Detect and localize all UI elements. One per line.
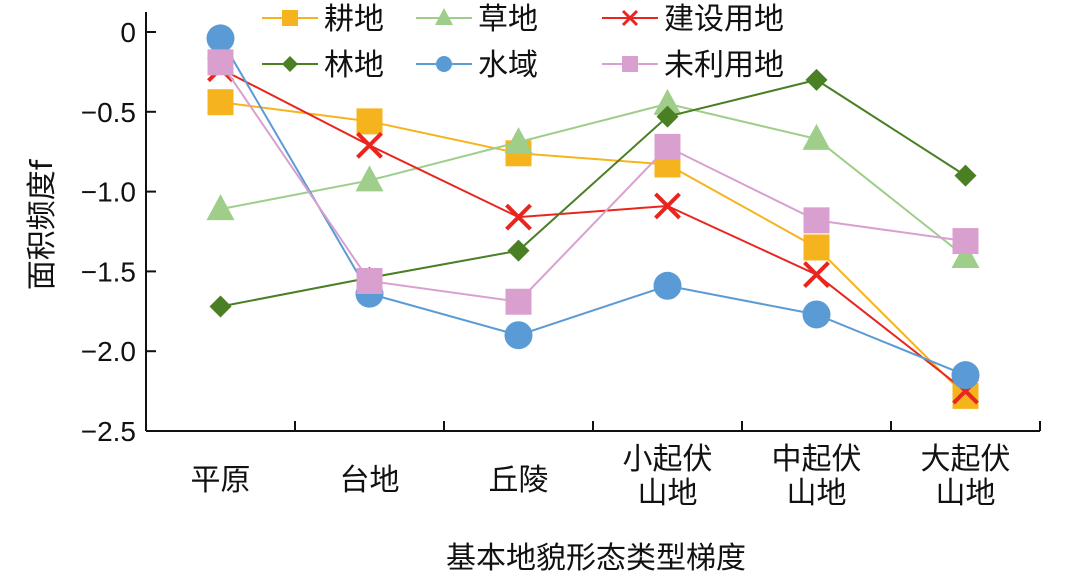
legend-item: 草地	[416, 2, 538, 37]
legend-label: 林地	[324, 48, 384, 83]
y-tick-label: −2.5	[81, 416, 136, 447]
x-axis-title: 基本地貌形态类型梯度	[446, 541, 746, 576]
series-line	[219, 61, 966, 303]
data-point	[505, 203, 532, 231]
x-category-label: 平原	[191, 463, 251, 498]
data-point	[802, 300, 831, 329]
legend-marker	[622, 56, 638, 72]
data-point	[954, 164, 977, 187]
y-tick-label: −0.5	[81, 97, 136, 128]
data-point	[206, 24, 235, 53]
data-point	[653, 271, 682, 300]
legend-label: 耕地	[324, 2, 384, 37]
series-triangle	[206, 88, 980, 269]
legend-marker	[282, 10, 298, 26]
data-point	[951, 242, 980, 269]
x-category-label: 山地	[787, 476, 847, 511]
legend-marker	[435, 8, 453, 25]
data-point	[803, 207, 830, 234]
data-point	[504, 321, 533, 350]
data-point	[356, 108, 383, 135]
series-diamond	[209, 68, 977, 318]
data-point	[504, 127, 533, 154]
x-category-label: 大起伏	[921, 442, 1011, 477]
series-group	[206, 24, 980, 409]
x-category-label: 中起伏	[772, 442, 862, 477]
y-tick-label: −1.5	[81, 256, 136, 287]
legend-label: 草地	[478, 2, 538, 37]
legend-item: 林地	[262, 48, 384, 83]
legend-item: 建设用地	[602, 2, 784, 37]
legend-marker	[621, 9, 639, 27]
series-circle	[206, 24, 980, 390]
data-point	[803, 234, 830, 261]
y-tick-label: 0	[120, 17, 136, 48]
data-point	[951, 361, 980, 390]
data-point	[654, 133, 681, 160]
legend-item: 耕地	[262, 2, 384, 37]
x-category-label: 丘陵	[489, 463, 549, 498]
data-point-stroke	[803, 261, 830, 289]
series-line	[220, 101, 967, 397]
x-category-label: 台地	[340, 463, 400, 498]
data-point	[206, 194, 235, 221]
data-point	[356, 131, 383, 159]
legend-label: 未利用地	[664, 48, 784, 83]
data-point	[656, 105, 679, 128]
legend-item: 水域	[416, 48, 538, 83]
legend-label: 水域	[478, 48, 538, 83]
x-category-label: 小起伏	[623, 442, 713, 477]
data-point	[952, 228, 979, 255]
data-point	[207, 49, 234, 76]
legend-item: 未利用地	[602, 48, 784, 83]
data-point-stroke	[505, 203, 532, 231]
legend-label: 建设用地	[664, 2, 784, 37]
data-point	[805, 68, 828, 91]
y-tick-label: −2.0	[81, 336, 136, 367]
legend-marker	[436, 56, 452, 72]
data-point	[356, 267, 383, 294]
data-point	[653, 88, 682, 115]
data-point-stroke	[654, 192, 681, 220]
legend-marker-stroke	[621, 9, 639, 27]
y-axis-title: 面积频度f	[25, 158, 60, 290]
series-line	[220, 78, 967, 308]
data-point	[802, 123, 831, 150]
series-line	[219, 37, 966, 377]
legend-marker	[282, 56, 298, 72]
axes	[145, 12, 1040, 432]
y-axis-ticks: 0 −0.5 −1.0 −1.5 −2.0 −2.5	[81, 17, 156, 447]
data-point	[654, 192, 681, 220]
data-point	[355, 165, 384, 192]
data-point-stroke	[356, 131, 383, 159]
data-point	[209, 295, 232, 318]
series-line	[220, 102, 967, 258]
y-tick-label: −1.0	[81, 177, 136, 208]
data-point	[803, 261, 830, 289]
series-square	[207, 49, 979, 315]
series-square	[207, 89, 979, 409]
x-category-label: 山地	[936, 476, 996, 511]
series-line	[220, 67, 967, 392]
data-point	[207, 89, 234, 116]
x-category-label: 山地	[638, 476, 698, 511]
data-point	[507, 239, 530, 262]
data-point	[505, 288, 532, 315]
